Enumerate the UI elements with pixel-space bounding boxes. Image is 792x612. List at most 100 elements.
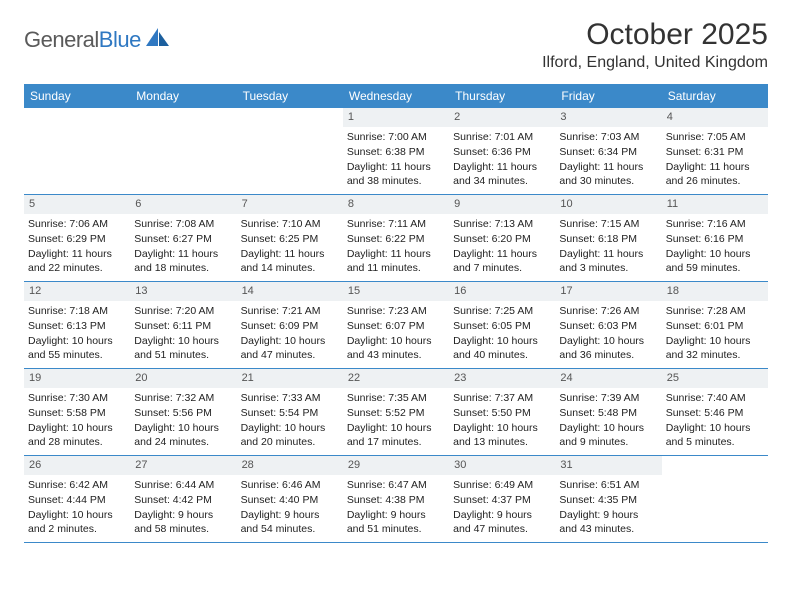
day-detail: Sunset: 6:36 PM	[453, 145, 551, 159]
day-detail: Sunrise: 7:01 AM	[453, 130, 551, 144]
weekday-header: Saturday	[662, 84, 768, 108]
day-detail: Daylight: 10 hours and 24 minutes.	[134, 421, 232, 449]
calendar: SundayMondayTuesdayWednesdayThursdayFrid…	[24, 84, 768, 543]
day-cell: 30Sunrise: 6:49 AMSunset: 4:37 PMDayligh…	[449, 456, 555, 542]
day-number: 3	[555, 108, 661, 127]
day-number: 10	[555, 195, 661, 214]
day-detail: Sunrise: 7:37 AM	[453, 391, 551, 405]
day-detail: Sunrise: 7:30 AM	[28, 391, 126, 405]
day-cell: 21Sunrise: 7:33 AMSunset: 5:54 PMDayligh…	[237, 369, 343, 455]
day-number	[237, 108, 343, 127]
week-row: 19Sunrise: 7:30 AMSunset: 5:58 PMDayligh…	[24, 369, 768, 456]
day-detail: Daylight: 9 hours and 54 minutes.	[241, 508, 339, 536]
day-cell: 3Sunrise: 7:03 AMSunset: 6:34 PMDaylight…	[555, 108, 661, 194]
day-detail: Sunset: 6:34 PM	[559, 145, 657, 159]
day-number: 31	[555, 456, 661, 475]
day-detail: Daylight: 9 hours and 47 minutes.	[453, 508, 551, 536]
day-detail: Sunrise: 7:39 AM	[559, 391, 657, 405]
day-detail: Sunset: 6:20 PM	[453, 232, 551, 246]
day-detail: Sunrise: 7:25 AM	[453, 304, 551, 318]
weekday-header: Friday	[555, 84, 661, 108]
day-detail: Sunset: 6:22 PM	[347, 232, 445, 246]
day-number: 22	[343, 369, 449, 388]
day-cell: 26Sunrise: 6:42 AMSunset: 4:44 PMDayligh…	[24, 456, 130, 542]
weekday-header: Tuesday	[237, 84, 343, 108]
day-detail: Sunset: 5:50 PM	[453, 406, 551, 420]
page: GeneralBlue October 2025 Ilford, England…	[0, 0, 792, 543]
day-number: 2	[449, 108, 555, 127]
day-cell: 20Sunrise: 7:32 AMSunset: 5:56 PMDayligh…	[130, 369, 236, 455]
day-cell: 18Sunrise: 7:28 AMSunset: 6:01 PMDayligh…	[662, 282, 768, 368]
day-number: 29	[343, 456, 449, 475]
day-detail: Sunrise: 7:33 AM	[241, 391, 339, 405]
day-detail: Sunrise: 6:44 AM	[134, 478, 232, 492]
day-cell: 24Sunrise: 7:39 AMSunset: 5:48 PMDayligh…	[555, 369, 661, 455]
day-detail: Daylight: 10 hours and 9 minutes.	[559, 421, 657, 449]
day-detail: Sunrise: 7:11 AM	[347, 217, 445, 231]
day-detail: Sunset: 4:38 PM	[347, 493, 445, 507]
day-cell: 6Sunrise: 7:08 AMSunset: 6:27 PMDaylight…	[130, 195, 236, 281]
day-number: 15	[343, 282, 449, 301]
day-detail: Daylight: 10 hours and 47 minutes.	[241, 334, 339, 362]
day-detail: Sunset: 6:11 PM	[134, 319, 232, 333]
day-detail: Sunset: 5:46 PM	[666, 406, 764, 420]
day-number	[662, 456, 768, 475]
weekday-header: Thursday	[449, 84, 555, 108]
day-detail: Daylight: 11 hours and 7 minutes.	[453, 247, 551, 275]
day-number: 17	[555, 282, 661, 301]
day-number: 19	[24, 369, 130, 388]
day-detail: Sunset: 5:52 PM	[347, 406, 445, 420]
day-detail: Sunrise: 7:05 AM	[666, 130, 764, 144]
day-detail: Daylight: 10 hours and 40 minutes.	[453, 334, 551, 362]
day-detail: Sunset: 6:29 PM	[28, 232, 126, 246]
day-detail: Sunrise: 7:20 AM	[134, 304, 232, 318]
weekday-header-row: SundayMondayTuesdayWednesdayThursdayFrid…	[24, 84, 768, 108]
day-detail: Sunrise: 7:16 AM	[666, 217, 764, 231]
day-detail: Daylight: 10 hours and 59 minutes.	[666, 247, 764, 275]
day-cell: 8Sunrise: 7:11 AMSunset: 6:22 PMDaylight…	[343, 195, 449, 281]
location: Ilford, England, United Kingdom	[542, 54, 768, 72]
day-detail: Daylight: 10 hours and 28 minutes.	[28, 421, 126, 449]
day-number: 21	[237, 369, 343, 388]
day-cell: 10Sunrise: 7:15 AMSunset: 6:18 PMDayligh…	[555, 195, 661, 281]
day-detail: Daylight: 10 hours and 55 minutes.	[28, 334, 126, 362]
day-number: 28	[237, 456, 343, 475]
day-detail: Daylight: 9 hours and 43 minutes.	[559, 508, 657, 536]
day-number: 20	[130, 369, 236, 388]
day-detail: Sunrise: 7:35 AM	[347, 391, 445, 405]
day-number: 4	[662, 108, 768, 127]
day-detail: Daylight: 11 hours and 38 minutes.	[347, 160, 445, 188]
day-cell: 7Sunrise: 7:10 AMSunset: 6:25 PMDaylight…	[237, 195, 343, 281]
day-detail: Daylight: 9 hours and 58 minutes.	[134, 508, 232, 536]
day-cell	[237, 108, 343, 194]
day-detail: Sunset: 4:35 PM	[559, 493, 657, 507]
day-cell: 5Sunrise: 7:06 AMSunset: 6:29 PMDaylight…	[24, 195, 130, 281]
day-cell: 2Sunrise: 7:01 AMSunset: 6:36 PMDaylight…	[449, 108, 555, 194]
day-detail: Sunset: 6:16 PM	[666, 232, 764, 246]
weekday-header: Monday	[130, 84, 236, 108]
day-cell: 15Sunrise: 7:23 AMSunset: 6:07 PMDayligh…	[343, 282, 449, 368]
day-detail: Sunset: 6:25 PM	[241, 232, 339, 246]
day-detail: Sunset: 6:38 PM	[347, 145, 445, 159]
day-detail: Daylight: 10 hours and 51 minutes.	[134, 334, 232, 362]
day-number: 12	[24, 282, 130, 301]
day-detail: Daylight: 11 hours and 22 minutes.	[28, 247, 126, 275]
day-number: 11	[662, 195, 768, 214]
day-number: 25	[662, 369, 768, 388]
day-detail: Sunset: 4:44 PM	[28, 493, 126, 507]
day-number: 5	[24, 195, 130, 214]
weekday-header: Wednesday	[343, 84, 449, 108]
day-detail: Sunrise: 6:47 AM	[347, 478, 445, 492]
day-cell: 28Sunrise: 6:46 AMSunset: 4:40 PMDayligh…	[237, 456, 343, 542]
header: GeneralBlue October 2025 Ilford, England…	[24, 18, 768, 72]
day-detail: Sunrise: 7:21 AM	[241, 304, 339, 318]
day-detail: Daylight: 10 hours and 32 minutes.	[666, 334, 764, 362]
day-number: 7	[237, 195, 343, 214]
day-cell: 25Sunrise: 7:40 AMSunset: 5:46 PMDayligh…	[662, 369, 768, 455]
day-detail: Daylight: 10 hours and 5 minutes.	[666, 421, 764, 449]
day-cell: 29Sunrise: 6:47 AMSunset: 4:38 PMDayligh…	[343, 456, 449, 542]
day-detail: Daylight: 10 hours and 20 minutes.	[241, 421, 339, 449]
day-detail: Sunrise: 7:23 AM	[347, 304, 445, 318]
logo-text-2: Blue	[99, 27, 141, 52]
weekday-header: Sunday	[24, 84, 130, 108]
